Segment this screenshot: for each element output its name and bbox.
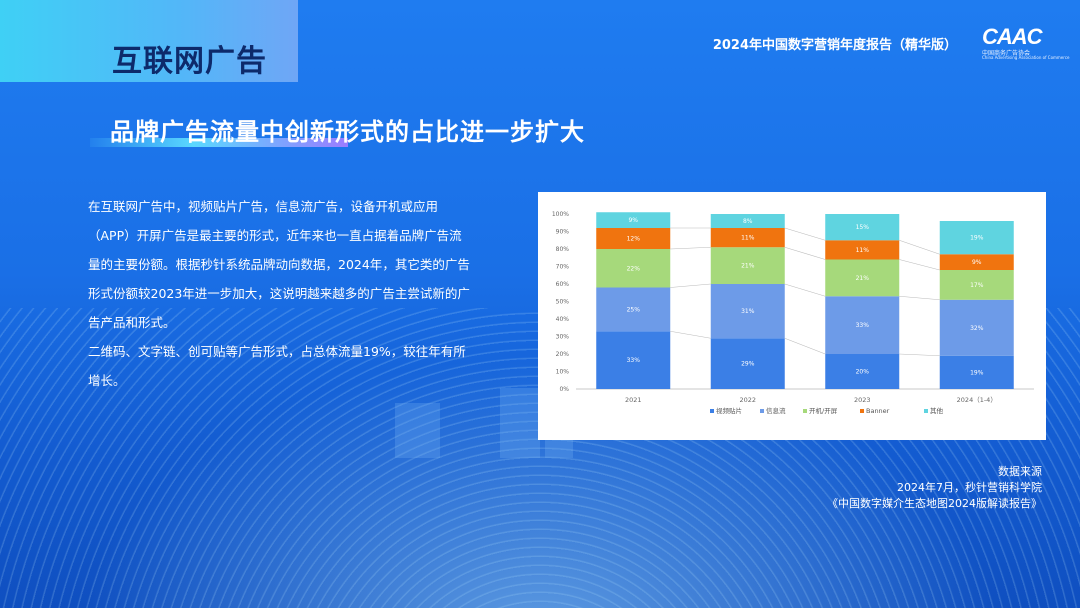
series-connector: [784, 246, 826, 260]
legend-swatch: [710, 409, 714, 413]
y-tick-label: 80%: [556, 246, 570, 253]
bar-segment: [939, 299, 1014, 356]
header-box: [0, 0, 298, 82]
legend-swatch: [860, 409, 864, 413]
source-label: 数据来源: [998, 465, 1042, 478]
data-label: 9%: [628, 217, 638, 224]
y-tick-label: 30%: [556, 334, 570, 341]
source-block: 数据来源 2024年7月，秒针营销科学院 《中国数字媒介生态地图2024版解读报…: [827, 464, 1042, 512]
series-connector: [670, 330, 711, 339]
legend-swatch: [760, 409, 764, 413]
logo-text: CAAC: [982, 24, 1043, 49]
data-label: 20%: [856, 369, 870, 376]
caac-logo: CAAC 中国商务广告协会 China Advertising Associat…: [982, 24, 1069, 62]
data-label: 9%: [972, 259, 982, 266]
series-connector: [899, 295, 940, 301]
legend-swatch: [924, 409, 928, 413]
data-label: 31%: [741, 308, 755, 315]
series-connector: [784, 283, 826, 297]
data-label: 32%: [970, 325, 984, 332]
data-label: 8%: [743, 218, 753, 225]
body-paragraph-2: 二维码、文字链、创可贴等广告形式，占总体流量19%，较往年有所增长。: [88, 344, 466, 388]
section-title: 互联网广告: [112, 44, 267, 79]
legend-label: 信息流: [766, 406, 786, 415]
x-tick-label: 2022: [739, 396, 756, 404]
bar-segment: [939, 254, 1014, 270]
bar-segment: [710, 284, 785, 339]
data-label: 19%: [970, 235, 984, 242]
logo-subtitle-en: China Advertising Association of Commerc…: [982, 55, 1070, 60]
stacked-bar-chart: 0% 10% 20% 30% 40% 50% 60% 70% 80% 90% 100% 33% 25% 2…: [552, 211, 1034, 415]
source-line-1: 2024年7月，秒针营销科学院: [897, 481, 1042, 494]
bar-segment: [710, 214, 785, 228]
legend-swatch: [803, 409, 807, 413]
data-label: 17%: [970, 282, 984, 289]
legend-label: 视频贴片: [716, 406, 742, 415]
bar-segment: [825, 354, 900, 389]
bar-segment: [825, 296, 900, 354]
data-label: 33%: [856, 322, 870, 329]
data-label: 29%: [741, 361, 755, 368]
bar-segment: [596, 249, 671, 288]
report-title: 2024年中国数字营销年度报告（精华版）: [712, 38, 957, 53]
bar-segment: [596, 287, 671, 332]
y-tick-label: 10%: [556, 369, 570, 376]
data-label: 19%: [970, 369, 984, 376]
x-tick-label: 2023: [854, 396, 871, 404]
bar-segment: [596, 228, 671, 249]
x-tick-label: 2021: [625, 396, 642, 404]
bar-segment: [825, 214, 900, 241]
series-connector: [899, 259, 940, 271]
bar-segment: [939, 270, 1014, 300]
headline: 品牌广告流量中创新形式的占比进一步扩大: [110, 118, 585, 146]
series-connector: [899, 239, 940, 255]
background-building: [395, 403, 440, 458]
series-connector: [784, 337, 826, 355]
legend-label: 开机/开屏: [809, 406, 838, 415]
bar-segment: [825, 259, 900, 297]
y-tick-label: 40%: [556, 316, 570, 323]
data-label: 33%: [627, 357, 641, 364]
series-connector: [899, 353, 940, 357]
legend-label: Banner: [866, 407, 890, 415]
x-tick-label: 2024（1-4）: [957, 396, 997, 404]
logo-subtitle: 中国商务广告协会: [982, 50, 1031, 57]
y-tick-label: 90%: [556, 229, 570, 236]
body-paragraph-1: 在互联网广告中，视频贴片广告，信息流广告，设备开机或应用（APP）开屏广告是最主…: [88, 199, 470, 330]
source-line-2: 《中国数字媒介生态地图2024版解读报告》: [827, 497, 1042, 510]
chart-card: 0% 10% 20% 30% 40% 50% 60% 70% 80% 90% 100% 33% 25% 2…: [538, 192, 1046, 440]
data-label: 11%: [856, 247, 870, 254]
bar-segment: [596, 331, 671, 389]
legend-label: 其他: [930, 406, 944, 415]
y-tick-label: 0%: [559, 386, 569, 393]
series-connector: [670, 283, 711, 288]
bar-segment: [710, 247, 785, 284]
bar-segment: [596, 212, 671, 228]
data-label: 11%: [741, 235, 755, 242]
y-tick-label: 60%: [556, 281, 570, 288]
y-tick-label: 70%: [556, 264, 570, 271]
data-label: 15%: [856, 224, 870, 231]
bar-segment: [710, 228, 785, 248]
bar-segment: [710, 338, 785, 389]
y-tick-label: 100%: [552, 211, 569, 218]
data-label: 22%: [627, 265, 641, 272]
data-label: 21%: [856, 275, 870, 282]
series-connector: [670, 246, 711, 250]
y-tick-label: 50%: [556, 299, 570, 306]
background-building: [500, 388, 540, 458]
bar-segment: [939, 355, 1014, 389]
y-tick-label: 20%: [556, 351, 570, 358]
data-label: 25%: [627, 306, 641, 313]
bar-segment: [939, 221, 1014, 255]
series-connector: [784, 227, 826, 241]
headline-underline: [90, 138, 348, 147]
bar-segment: [825, 240, 900, 260]
body-text: 在互联网广告中，视频贴片广告，信息流广告，设备开机或应用（APP）开屏广告是最主…: [88, 192, 470, 395]
data-label: 12%: [627, 236, 641, 243]
data-label: 21%: [741, 263, 755, 270]
